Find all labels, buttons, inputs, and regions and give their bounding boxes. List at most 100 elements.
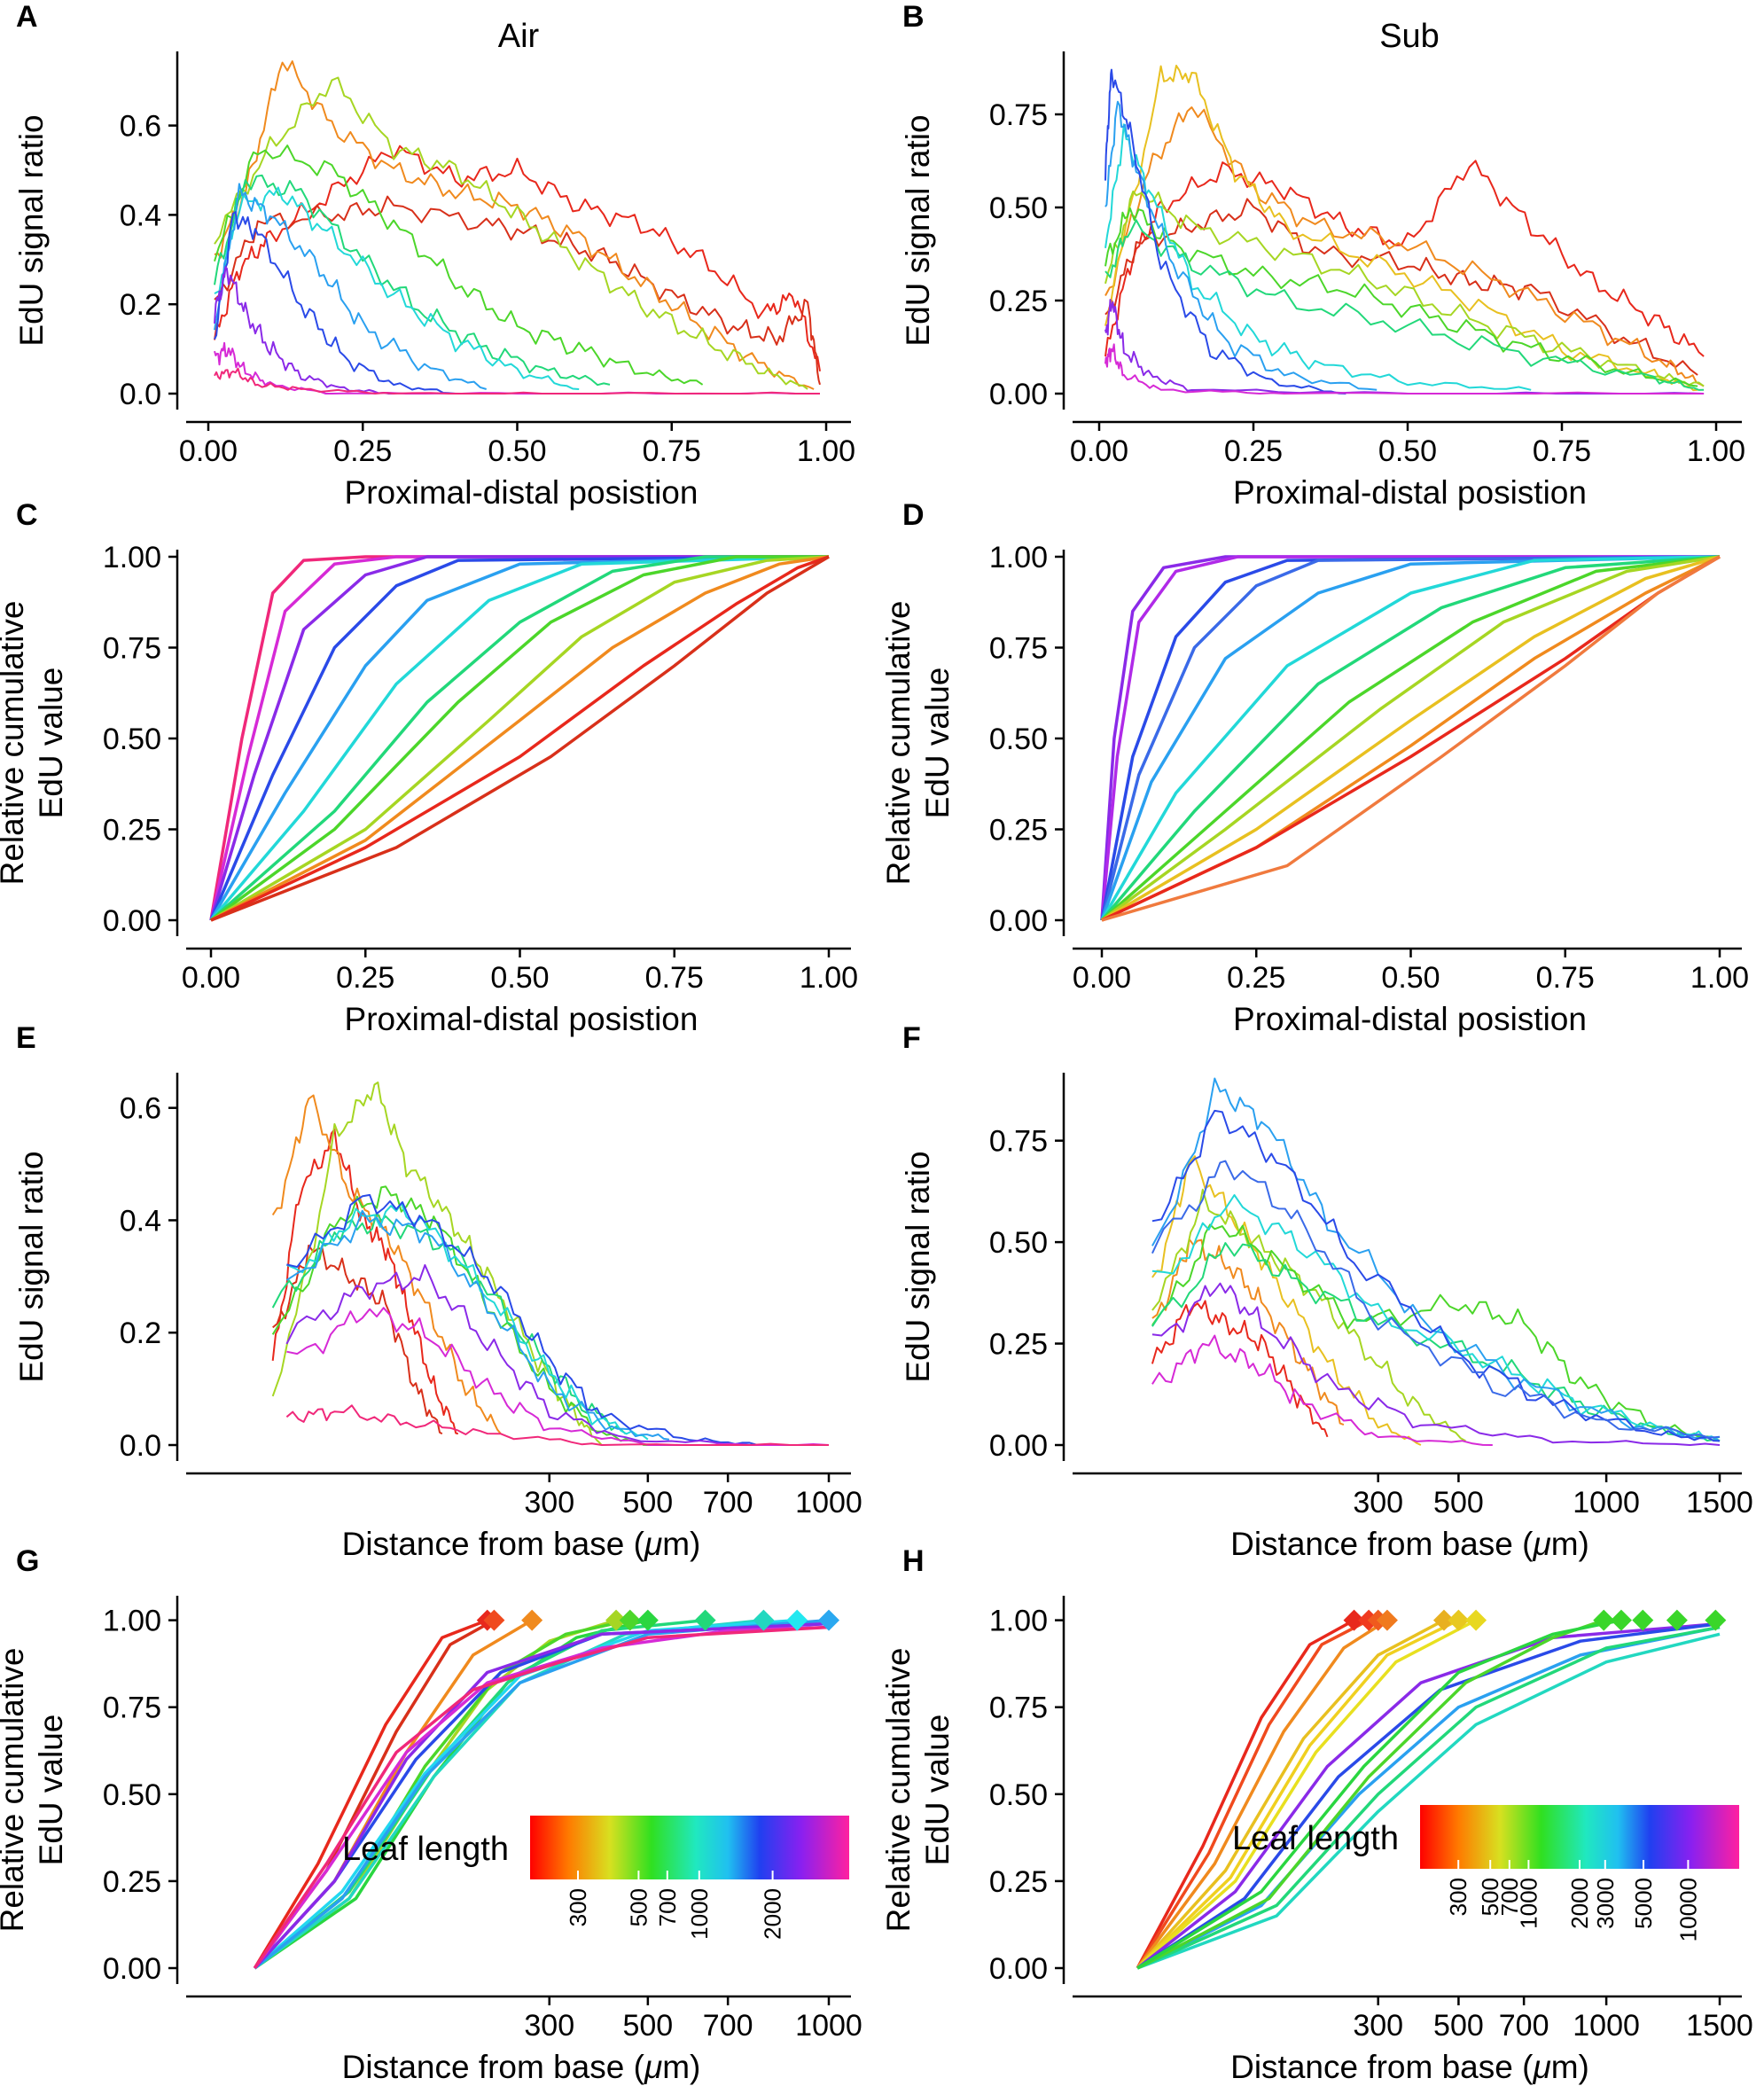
series-line-red (1136, 1619, 1355, 1969)
legend-title: Leaf length (1232, 1820, 1399, 1857)
x-tick-label: 0.00 (179, 434, 238, 468)
end-marker (1705, 1609, 1727, 1631)
series-line-sky-blue (214, 183, 487, 390)
y-tick-label: 0.00 (103, 904, 161, 938)
series-line-sky-blue (1100, 555, 1721, 921)
x-tick-label: 500 (1433, 2009, 1484, 2043)
panel-a-edu-ratio-air: A 0.0 0.2 0.4 0.6 0.00 0.25 0.50 0.75 1.00 Proxima… (13, 0, 855, 511)
x-tick-label: 0.75 (1536, 961, 1595, 995)
y-tick-label: 0.00 (989, 904, 1048, 938)
column-title-air: Air (498, 18, 540, 55)
series-line-yellow (1136, 1619, 1477, 1970)
series-line-pink (214, 367, 820, 395)
series-line-green (1100, 555, 1721, 922)
series-line-gold (1136, 1619, 1445, 1970)
panel-letter-h: H (902, 1544, 925, 1578)
panel-letter-a: A (16, 0, 38, 34)
y-tick-label: 0.75 (989, 98, 1048, 132)
x-tick-label: 1000 (1573, 1486, 1640, 1520)
series-line-blue (1104, 68, 1346, 395)
y-tick-label: 0.25 (103, 814, 161, 848)
series-line-spring-green (1104, 219, 1705, 391)
x-tick-label: 0.00 (1070, 434, 1128, 468)
x-tick-label: 300 (1353, 1486, 1403, 1520)
y-axis-title: Relative cumulative (0, 601, 30, 886)
x-axis-title: Proximal-distal posistion (1233, 1001, 1587, 1037)
x-tick-label: 0.25 (336, 961, 394, 995)
x-tick-label: 500 (622, 1486, 673, 1520)
series-line-yellow-green (1100, 555, 1721, 922)
colorbar-tick-label: 2000 (1566, 1878, 1593, 1929)
x-axis-title: Distance from base (μm) (1230, 2049, 1589, 2085)
y-axis-title: EdU value (33, 1715, 69, 1866)
series-line-orange (1136, 1619, 1388, 1970)
x-tick-label: 500 (622, 2009, 673, 2043)
y-tick-label: 1.00 (989, 541, 1048, 574)
end-marker (521, 1609, 543, 1631)
column-title-sub: Sub (1379, 18, 1440, 55)
y-tick-label: 0.00 (989, 1952, 1048, 1986)
series-line-magenta (253, 1625, 830, 1970)
y-tick-label: 1.00 (989, 1605, 1048, 1638)
panel-letter-b: B (902, 0, 925, 34)
end-marker (753, 1609, 775, 1631)
y-tick-label: 0.50 (103, 723, 161, 756)
x-tick-label: 1500 (1686, 2009, 1753, 2043)
y-axis-title: Relative cumulative (880, 1648, 917, 1933)
y-tick-label: 0.50 (103, 1778, 161, 1812)
colorbar-tick-label: 700 (654, 1888, 681, 1926)
series-line-blue (1136, 1621, 1721, 1970)
x-axis-title: Distance from base (μm) (1230, 1526, 1589, 1562)
y-axis-title: EdU value (919, 1715, 956, 1866)
colorbar-tick-label: 700 (1496, 1878, 1523, 1916)
y-tick-label: 0.75 (103, 1691, 161, 1725)
panel-f-distance-ratio-sub: F 0.00 0.25 0.50 0.75 300 500 1000 1500 Distance … (900, 1021, 1753, 1562)
y-tick-label: 0.50 (989, 191, 1048, 225)
series-line-spring-green (214, 174, 611, 387)
series-line-spring-green (1136, 1625, 1721, 1970)
series-line-violet (209, 555, 829, 921)
end-marker (786, 1609, 808, 1631)
series-line-magenta (1151, 1334, 1493, 1446)
end-marker (636, 1609, 659, 1631)
x-tick-label: 300 (524, 1486, 574, 1520)
y-tick-label: 0.4 (120, 199, 161, 232)
y-tick-label: 0.25 (103, 1865, 161, 1899)
x-tick-label: 1500 (1686, 1486, 1753, 1520)
panel-b-edu-ratio-sub: B 0.00 0.25 0.50 0.75 0.00 0.25 0.50 0.75 1.00 Pro… (900, 0, 1745, 511)
series-line-yellow-green (254, 1618, 617, 1970)
panel-letter-g: G (16, 1544, 39, 1578)
end-marker (483, 1609, 505, 1631)
series-line-red-2 (210, 555, 830, 922)
series-line-cyan (1151, 1194, 1721, 1440)
end-marker (1666, 1609, 1688, 1631)
series-line-yellow-green (1151, 1188, 1466, 1442)
series-line-red (271, 1128, 459, 1435)
y-tick-label: 0.0 (120, 378, 161, 411)
series-line-sky-blue (285, 1209, 670, 1441)
series-line-orange (210, 555, 830, 922)
y-tick-label: 0.25 (989, 285, 1048, 318)
x-tick-label: 0.25 (1227, 961, 1285, 995)
y-tick-label: 0.75 (989, 1691, 1048, 1725)
x-tick-label: 0.50 (488, 434, 546, 468)
colorbar-tick-label: 500 (1477, 1878, 1503, 1916)
y-tick-label: 0.50 (989, 723, 1048, 756)
panel-c-cumulative-air: C 0.00 0.25 0.50 0.75 1.00 0.00 0.25 0.50 0.75 1.0… (0, 498, 858, 1037)
y-axis-title: EdU signal ratio (13, 1151, 50, 1382)
end-marker (605, 1609, 628, 1631)
series-line-sky-blue (209, 555, 830, 921)
series-line-green (1104, 207, 1698, 387)
panel-letter-f: F (902, 1021, 921, 1055)
series-line-violet (285, 1264, 764, 1446)
series-line-red (1104, 160, 1705, 357)
y-axis-title: EdU value (33, 668, 69, 819)
x-axis-title: Proximal-distal posistion (345, 1001, 699, 1037)
x-axis-title: Proximal-distal posistion (1233, 474, 1587, 511)
series-line-blue-2 (1151, 1160, 1721, 1439)
y-tick-label: 0.25 (989, 1865, 1048, 1899)
colorbar-tick-label: 5000 (1630, 1878, 1657, 1929)
y-axis-title: EdU signal ratio (900, 114, 936, 346)
x-tick-label: 1.00 (1687, 434, 1745, 468)
series-line-violet (1151, 1282, 1721, 1446)
